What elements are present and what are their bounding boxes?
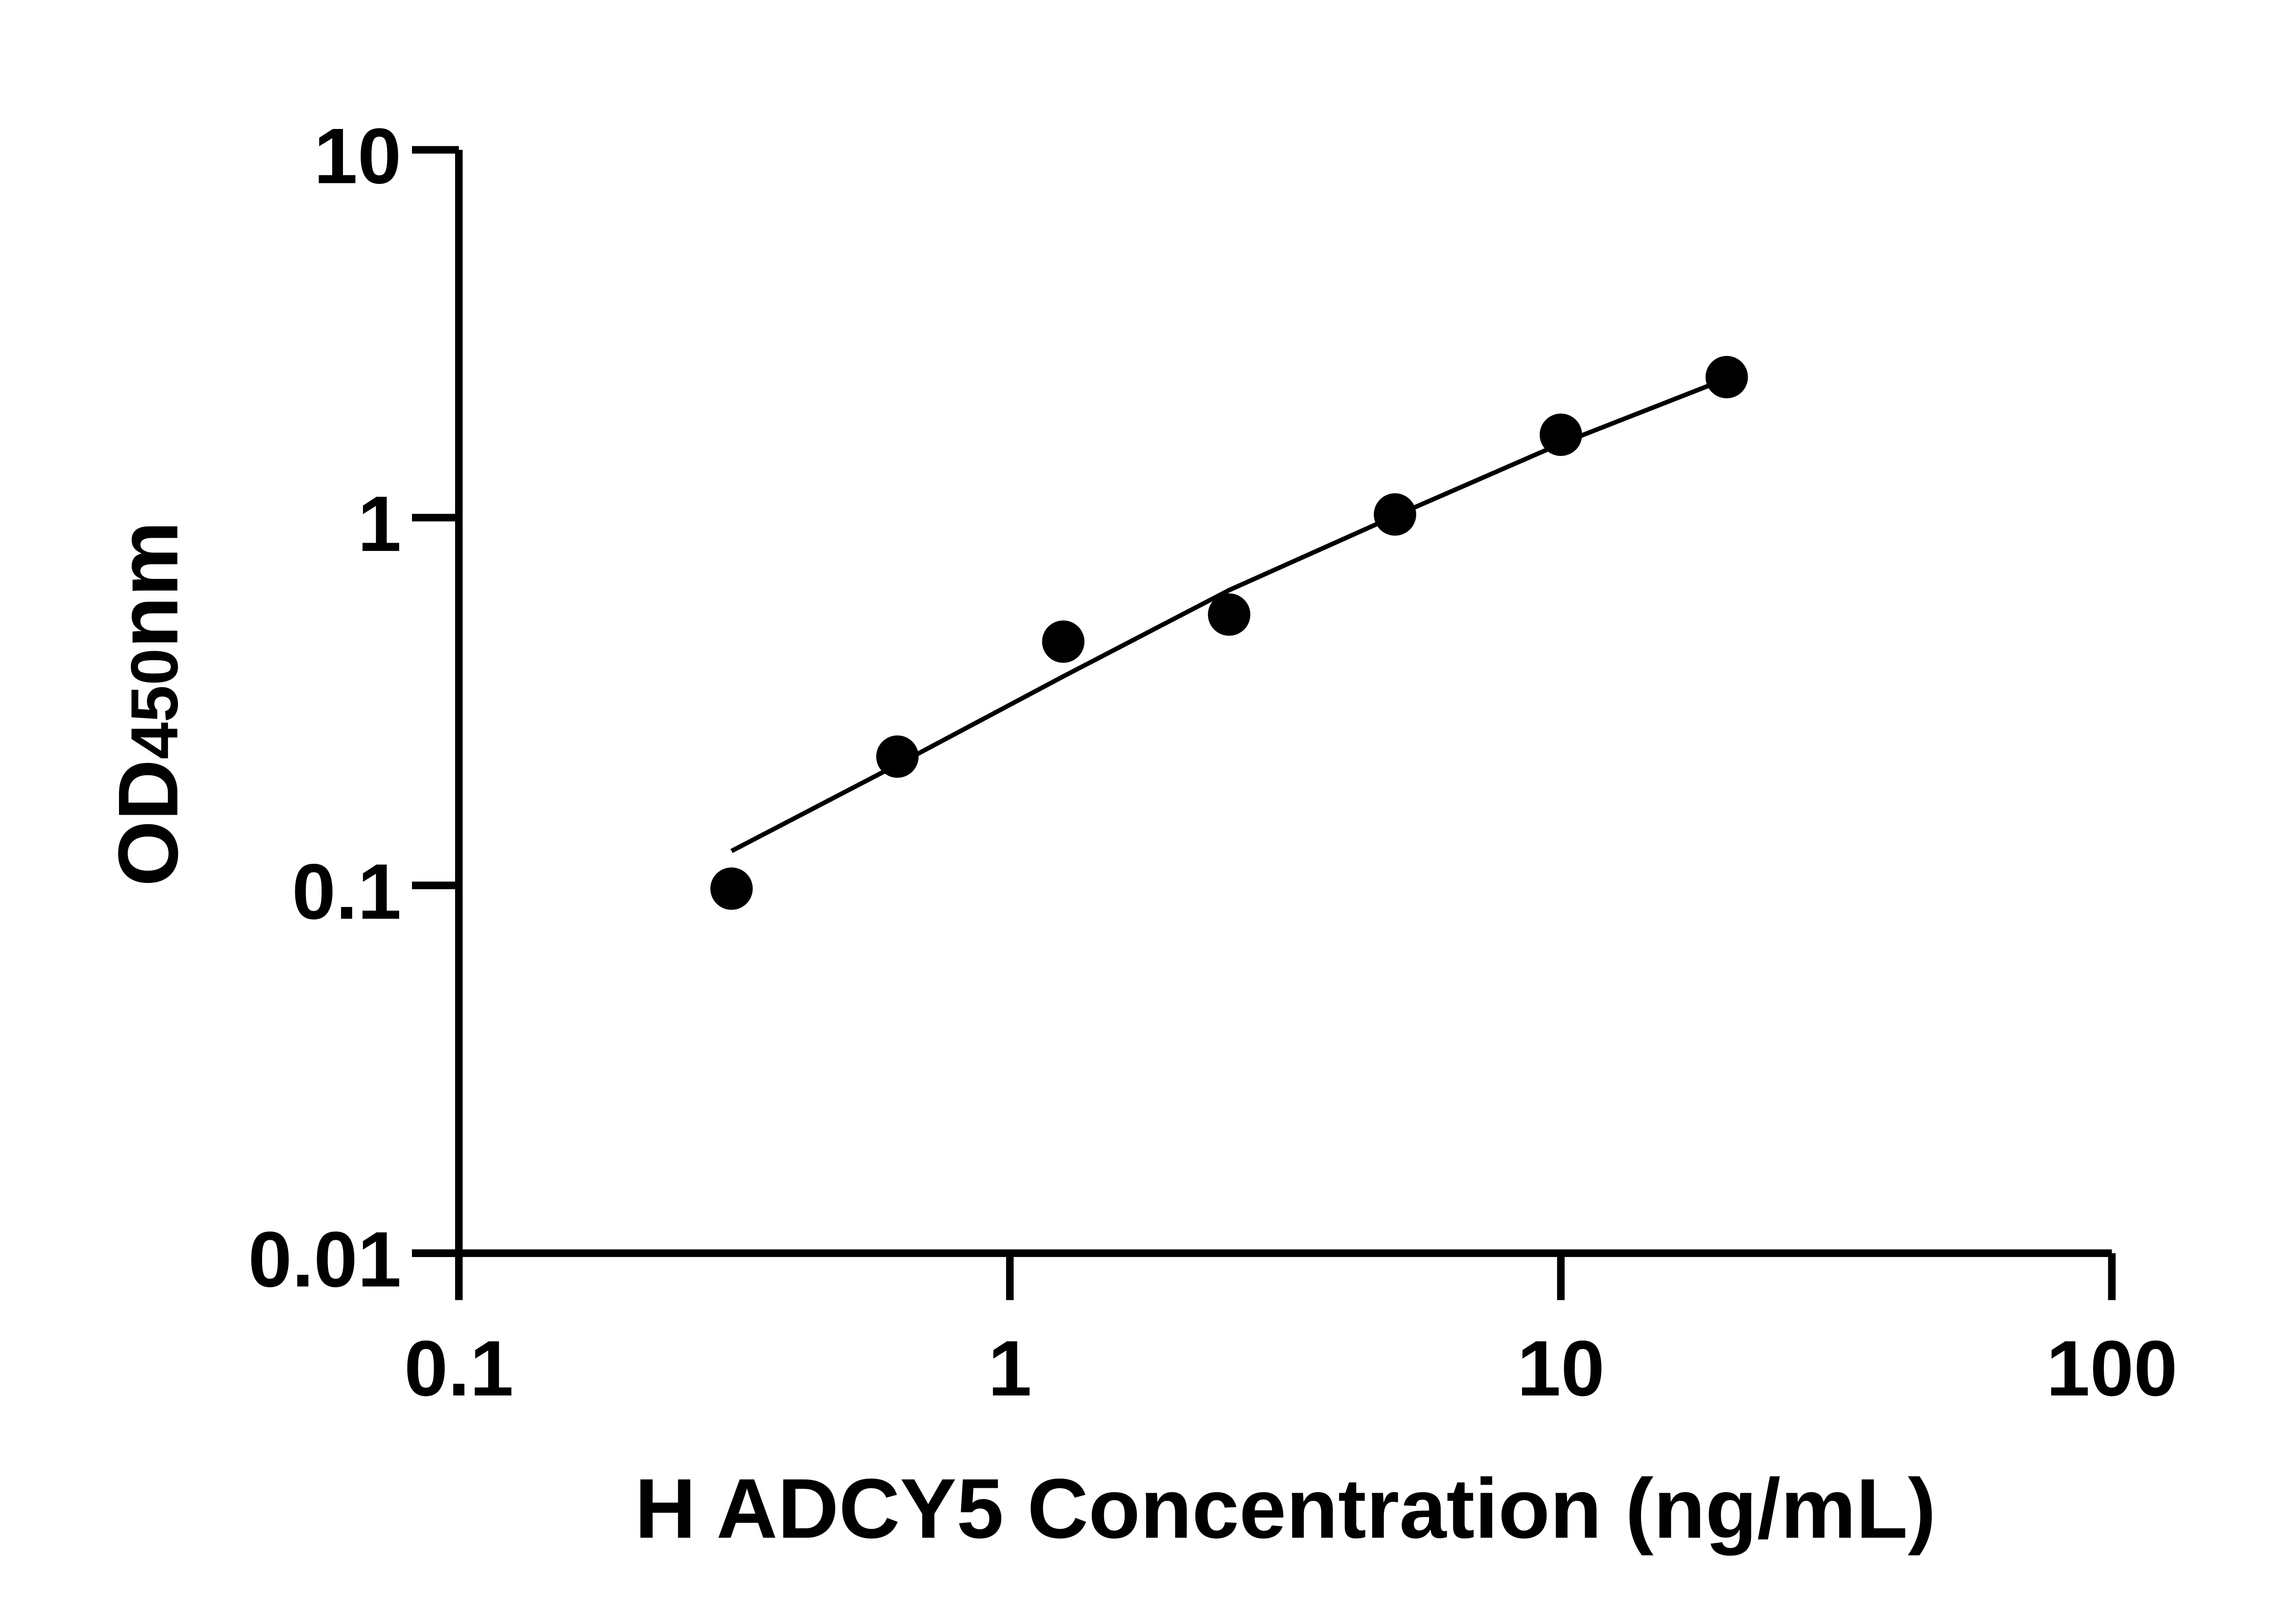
x-tick-label: 0.1 xyxy=(404,1324,514,1412)
data-points xyxy=(710,356,1748,910)
y-axis-label-sub: 450 xyxy=(117,648,192,759)
axes xyxy=(412,149,2112,1257)
data-point xyxy=(1374,493,1416,536)
x-axis-label: H ADCY5 Concentration (ng/mL) xyxy=(635,1461,1936,1556)
y-axis-label-unit: nm xyxy=(100,521,195,648)
y-axis-label: OD450nm xyxy=(100,521,195,886)
x-tick-label: 10 xyxy=(1517,1324,1605,1412)
data-point xyxy=(710,867,753,910)
y-axis-label-main: OD xyxy=(100,759,195,886)
y-tick-label: 10 xyxy=(314,112,402,200)
y-tick-label: 0.01 xyxy=(248,1215,401,1303)
x-tick-label: 1 xyxy=(988,1324,1031,1412)
y-tick-label: 0.1 xyxy=(292,847,402,936)
data-point xyxy=(876,735,919,778)
data-point xyxy=(1208,593,1250,636)
data-point xyxy=(1706,356,1748,399)
y-tick-label: 1 xyxy=(357,480,401,568)
data-point xyxy=(1539,413,1582,456)
x-tick-label: 100 xyxy=(2046,1324,2177,1412)
data-point xyxy=(1042,620,1085,663)
